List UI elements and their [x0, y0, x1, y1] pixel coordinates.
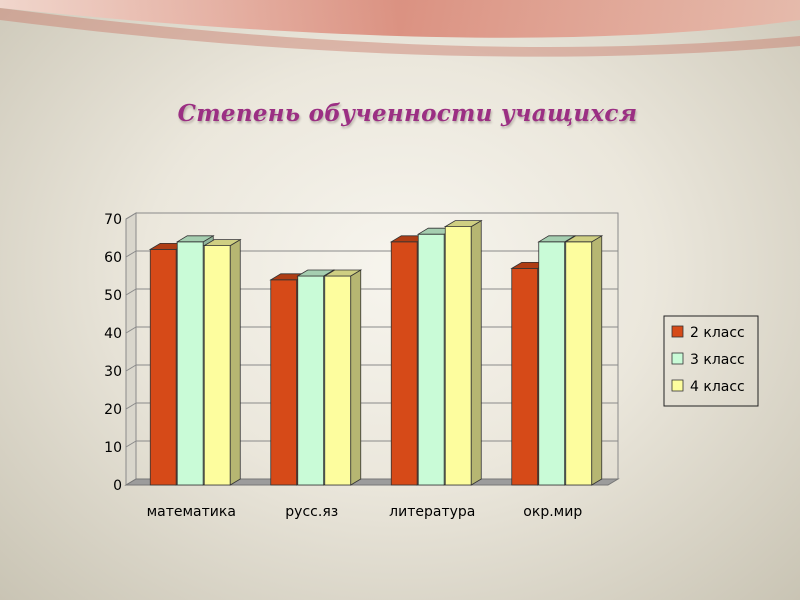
y-tick-label: 10	[104, 440, 122, 456]
bar-front	[270, 279, 298, 486]
gridline-side	[125, 440, 137, 448]
gridline-side	[125, 212, 137, 220]
gridline-side	[125, 402, 137, 410]
page-title: Степень обученности учащихся	[177, 100, 638, 127]
x-axis-category-labels: математика русс.яз литература окр.мир	[147, 504, 583, 520]
bar-top	[443, 220, 483, 228]
bar-top	[564, 235, 604, 243]
bar-side	[591, 235, 603, 486]
y-tick-label: 70	[104, 212, 122, 228]
y-tick-label: 50	[104, 288, 122, 304]
legend-label: 4 класс	[690, 379, 745, 395]
y-tick-label: 0	[113, 478, 122, 494]
bar-front	[203, 245, 231, 486]
x-category-label: русс.яз	[285, 504, 338, 520]
bar	[202, 238, 242, 486]
x-category-label: окр.мир	[523, 504, 582, 520]
legend-label: 3 класс	[690, 352, 745, 368]
bar	[443, 219, 483, 486]
gridline-side	[125, 288, 137, 296]
bar-front	[417, 233, 445, 486]
legend-label: 2 класс	[690, 325, 745, 341]
x-category-label: математика	[147, 504, 236, 520]
bar-front	[511, 267, 539, 486]
legend-swatch	[671, 325, 684, 338]
y-tick-label: 40	[104, 326, 122, 342]
bar-front	[444, 226, 472, 486]
swoosh-band-upper	[0, 0, 800, 38]
y-tick-label: 60	[104, 250, 122, 266]
bar	[323, 269, 363, 486]
y-axis-tick-labels: 0 10 20 30 40 50 60 70	[104, 212, 122, 494]
bar-top	[175, 235, 215, 243]
bar-side	[470, 219, 482, 486]
gridline-side	[125, 250, 137, 258]
legend-swatch	[671, 352, 684, 365]
bar-front	[149, 248, 177, 486]
bar-front	[297, 275, 325, 486]
bar-top	[537, 235, 577, 243]
bar-top	[202, 239, 242, 247]
bar-front	[176, 241, 204, 486]
bar	[564, 235, 604, 486]
legend-box	[663, 315, 759, 407]
bar-front	[390, 241, 418, 486]
bar-top	[323, 269, 363, 277]
bar-front	[565, 241, 593, 486]
swoosh-band-lower	[0, 8, 800, 57]
x-category-label: литература	[389, 504, 475, 520]
bar-front	[538, 241, 566, 486]
bar-top	[296, 269, 336, 277]
bar-marks	[148, 219, 604, 486]
y-tick-label: 20	[104, 402, 122, 418]
legend-swatch	[671, 379, 684, 392]
bar-side	[229, 238, 241, 486]
gridline-side	[125, 326, 137, 334]
gridline-side	[125, 364, 137, 372]
y-tick-label: 30	[104, 364, 122, 380]
decorative-header-swoosh	[0, 0, 800, 57]
bar-front	[324, 275, 352, 486]
bar-side	[350, 269, 362, 486]
legend: 2 класс 3 класс 4 класс	[663, 315, 759, 407]
